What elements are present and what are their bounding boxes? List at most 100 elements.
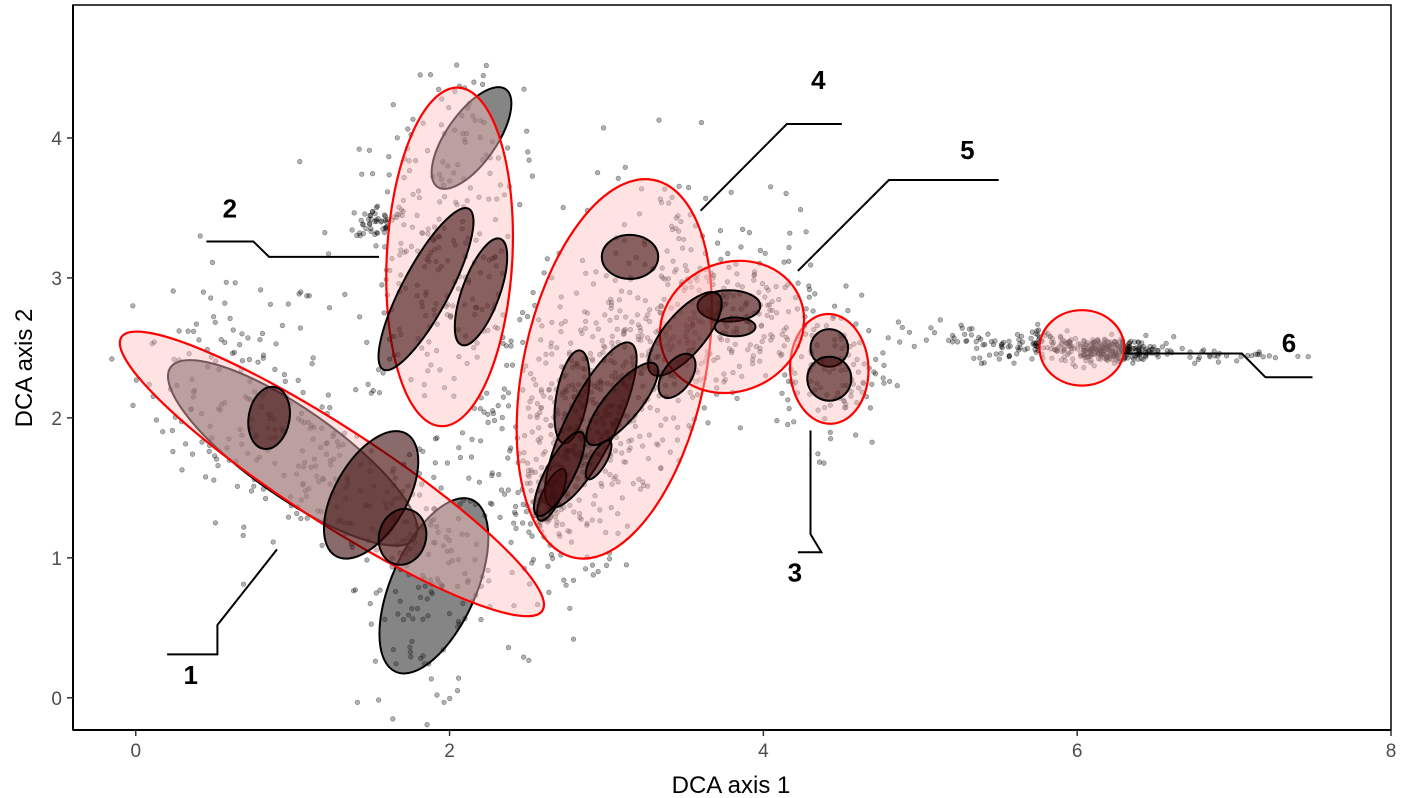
scatter-point: [1135, 339, 1142, 345]
scatter-point: [541, 393, 547, 399]
scatter-point: [611, 476, 617, 482]
scatter-point: [703, 195, 709, 201]
scatter-point: [549, 555, 556, 562]
scatter-point: [1103, 355, 1109, 361]
scatter-point: [553, 522, 560, 529]
scatter-point: [867, 405, 874, 411]
scatter-point: [786, 406, 792, 412]
scatter-point: [1113, 357, 1119, 363]
scatter-point: [1117, 350, 1123, 356]
scatter-point: [811, 326, 817, 333]
scatter-point: [209, 259, 216, 266]
scatter-point: [688, 284, 695, 290]
scatter-point: [438, 485, 444, 491]
scatter-point: [130, 303, 136, 309]
subgroup-ellipse: [657, 352, 697, 399]
scatter-point: [234, 483, 240, 489]
scatter-point: [1113, 339, 1119, 345]
scatter-point: [536, 425, 542, 431]
scatter-point: [1097, 352, 1104, 358]
scatter-point: [980, 342, 986, 348]
scatter-point: [354, 699, 361, 705]
scatter-point: [1098, 349, 1104, 356]
scatter-point: [1113, 342, 1120, 349]
scatter-point: [368, 228, 374, 234]
scatter-point: [977, 355, 983, 361]
scatter-point: [1087, 347, 1094, 353]
scatter-point: [1088, 349, 1094, 355]
scatter-point: [372, 231, 378, 237]
scatter-point: [442, 194, 448, 200]
scatter-point: [766, 302, 773, 308]
scatter-point: [527, 399, 533, 405]
scatter-point: [534, 601, 541, 608]
scatter-point: [1126, 340, 1133, 346]
scatter-point: [718, 337, 724, 343]
scatter-point: [1085, 347, 1091, 353]
scatter-point: [485, 419, 491, 426]
scatter-point: [349, 227, 355, 233]
scatter-point: [1018, 333, 1025, 339]
scatter-point: [484, 390, 490, 396]
scatter-point: [432, 460, 438, 466]
group-label-3: 3: [788, 558, 802, 588]
scatter-point: [492, 324, 498, 330]
scatter-point: [431, 474, 437, 480]
scatter-point: [1015, 345, 1021, 351]
scatter-point: [567, 349, 573, 355]
scatter-point: [386, 172, 392, 178]
scatter-point: [982, 341, 988, 348]
scatter-point: [417, 72, 423, 78]
scatter-point: [627, 289, 633, 296]
scatter-point: [281, 372, 288, 378]
scatter-point: [372, 218, 378, 224]
scatter-point: [325, 392, 332, 398]
scatter-point: [568, 340, 574, 346]
scatter-point: [767, 184, 774, 190]
scatter-point: [757, 247, 764, 253]
scatter-point: [1066, 339, 1072, 345]
scatter-point: [417, 492, 423, 498]
scatter-point: [734, 395, 740, 402]
scatter-point: [607, 317, 613, 323]
scatter-point: [298, 289, 304, 295]
scatter-point: [1114, 354, 1120, 360]
scatter-point: [1071, 345, 1078, 351]
scatter-point: [968, 332, 975, 338]
scatter-point: [684, 267, 690, 274]
scatter-point: [380, 370, 386, 376]
scatter-point: [508, 445, 514, 451]
scatter-point: [1089, 345, 1095, 351]
scatter-point: [632, 423, 638, 430]
scatter-point: [762, 250, 768, 256]
scatter-point: [419, 230, 425, 236]
scatter-point: [603, 562, 610, 569]
scatter-point: [394, 135, 400, 141]
scatter-point: [434, 435, 440, 441]
scatter-point: [370, 388, 376, 394]
scatter-point: [745, 347, 751, 353]
group-annotations: 1 2 3 4 5 6: [167, 65, 1313, 690]
scatter-point: [776, 350, 782, 356]
scatter-point: [962, 331, 968, 337]
scatter-point: [928, 325, 934, 331]
scatter-point: [495, 403, 501, 409]
scatter-point: [538, 386, 544, 393]
scatter-point: [782, 372, 788, 378]
scatter-point: [1117, 339, 1123, 345]
scatter-point: [413, 158, 419, 164]
scatter-point: [558, 321, 564, 327]
scatter-point: [505, 390, 512, 396]
scatter-point: [1099, 347, 1105, 353]
scatter-point: [490, 410, 497, 417]
scatter-point: [615, 511, 621, 517]
scatter-point: [1126, 346, 1133, 352]
scatter-point: [694, 277, 700, 283]
scatter-point: [527, 414, 533, 420]
scatter-point: [687, 278, 693, 285]
scatter-point: [476, 194, 482, 200]
scatter-point: [674, 301, 681, 308]
scatter-point: [548, 340, 554, 346]
scatter-point: [1171, 334, 1177, 340]
scatter-point: [638, 328, 644, 334]
